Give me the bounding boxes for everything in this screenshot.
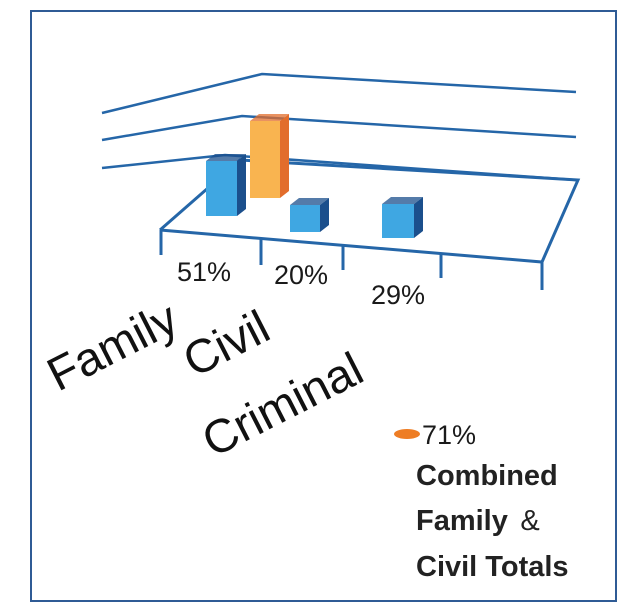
bar-combined-side <box>280 114 289 198</box>
bar-criminal-side <box>414 197 423 238</box>
bar-criminal-top <box>382 197 423 204</box>
note-line-combined: Combined <box>416 460 558 492</box>
gridline-middle <box>101 114 577 142</box>
bar-criminal <box>382 197 423 238</box>
value-label-criminal: 29% <box>371 280 425 310</box>
category-label-family: Family <box>38 291 186 401</box>
note-line-family-amp: Family & <box>416 505 540 537</box>
bar-civil-side <box>320 198 329 232</box>
bar-family-side <box>237 154 246 216</box>
bar-civil-top <box>290 198 329 205</box>
value-label-family: 51% <box>177 257 231 287</box>
legend-value: 71% <box>422 420 476 450</box>
bar-family-top <box>206 154 246 161</box>
bar-criminal-front <box>382 204 414 238</box>
bar-family <box>206 154 246 216</box>
bar-civil <box>290 198 329 232</box>
bars-group <box>206 114 423 238</box>
grid-lines <box>101 72 577 182</box>
note-ampersand: & <box>520 505 539 537</box>
bar-civil-front <box>290 205 320 232</box>
bar-combined-top <box>250 114 289 121</box>
category-label-civil: Civil <box>174 299 277 387</box>
bar-combined-front <box>250 121 280 198</box>
bar-combined <box>250 114 289 198</box>
bar-family-front <box>206 161 237 216</box>
note-line-civil-totals: Civil Totals <box>416 551 569 583</box>
gridline-top <box>101 72 577 115</box>
value-label-civil: 20% <box>274 260 328 290</box>
note-word-family: Family <box>416 505 508 537</box>
legend-marker <box>394 429 420 439</box>
